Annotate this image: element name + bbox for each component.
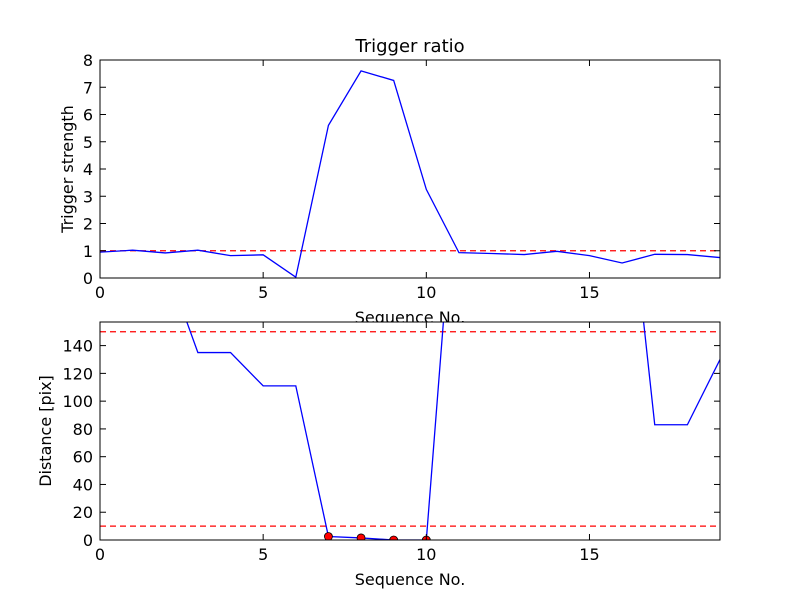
series-line bbox=[100, 70, 720, 278]
y-tick-label: 5 bbox=[83, 133, 93, 152]
y-axis-label: Distance [pix] bbox=[36, 375, 55, 487]
x-tick-label: 10 bbox=[416, 545, 436, 564]
x-tick-label: 5 bbox=[258, 283, 268, 302]
x-axis-label: Sequence No. bbox=[355, 570, 466, 589]
y-tick-label: 2 bbox=[83, 215, 93, 234]
y-tick-label: 4 bbox=[83, 160, 93, 179]
data-point-marker bbox=[389, 535, 399, 540]
chart-title: Trigger ratio bbox=[354, 36, 464, 57]
data-point-marker bbox=[324, 532, 333, 540]
y-tick-label: 7 bbox=[83, 78, 93, 97]
plot-area bbox=[100, 322, 720, 540]
y-tick-label: 60 bbox=[73, 448, 93, 467]
y-tick-label: 0 bbox=[83, 269, 93, 288]
data-point-marker bbox=[356, 533, 366, 540]
x-tick-label: 0 bbox=[95, 545, 105, 564]
y-tick-label: 3 bbox=[83, 187, 93, 206]
distance-plot: 0 5 10 15 0 20 40 60 80 100 120 140 Sequence No. D… bbox=[36, 321, 721, 589]
x-tick-label: 10 bbox=[416, 283, 436, 302]
x-tick-label: 15 bbox=[579, 545, 599, 564]
y-tick-label: 140 bbox=[62, 337, 93, 356]
y-tick-label: 40 bbox=[73, 475, 93, 494]
y-tick-label: 20 bbox=[73, 503, 93, 522]
series-line bbox=[186, 322, 720, 540]
y-tick-label: 0 bbox=[83, 531, 93, 550]
y-tick-label: 120 bbox=[62, 364, 93, 383]
y-tick-label: 80 bbox=[73, 420, 93, 439]
x-tick-label: 15 bbox=[579, 283, 599, 302]
x-tick-label: 0 bbox=[95, 283, 105, 302]
y-tick-label: 100 bbox=[62, 392, 93, 411]
y-axis-label: Trigger strength bbox=[58, 105, 77, 234]
y-tick-label: 8 bbox=[83, 51, 93, 70]
x-tick-label: 5 bbox=[258, 545, 268, 564]
y-tick-label: 1 bbox=[83, 242, 93, 261]
y-tick-label: 6 bbox=[83, 106, 93, 125]
axes-frame bbox=[99, 321, 721, 541]
plot-area bbox=[100, 60, 720, 278]
